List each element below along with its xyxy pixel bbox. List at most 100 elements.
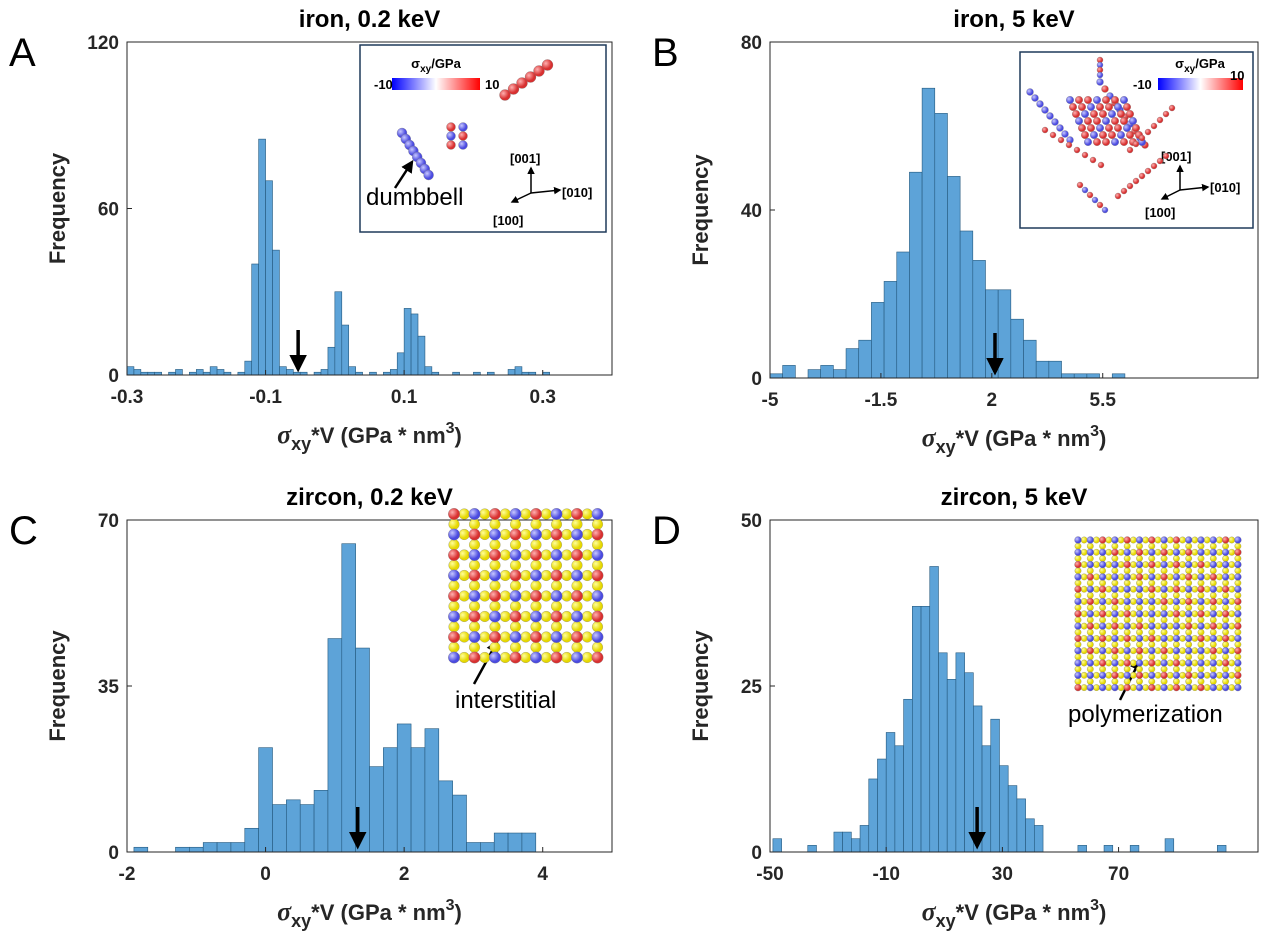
atom xyxy=(479,611,491,622)
atom xyxy=(1191,684,1199,691)
atom xyxy=(1074,610,1082,618)
atom xyxy=(1099,548,1107,556)
atom xyxy=(592,621,603,633)
atom xyxy=(510,641,521,653)
atom xyxy=(1086,678,1094,685)
bar xyxy=(769,373,783,379)
axis-arrow xyxy=(510,192,532,203)
x-axis-label-part: xy xyxy=(291,434,311,454)
bar xyxy=(251,263,259,376)
atom xyxy=(520,631,532,643)
panel-letter: D xyxy=(652,509,681,553)
atom xyxy=(1105,598,1113,605)
bar xyxy=(209,366,218,376)
atom xyxy=(1111,542,1119,550)
atom xyxy=(1222,585,1230,593)
bar xyxy=(981,745,992,853)
bar xyxy=(858,339,872,379)
bar xyxy=(175,369,183,376)
atom xyxy=(510,518,521,530)
atom xyxy=(551,559,562,571)
atom xyxy=(1099,616,1106,624)
atom xyxy=(1041,106,1049,114)
atom xyxy=(1222,634,1230,642)
atom xyxy=(571,559,583,571)
atom xyxy=(1160,604,1168,611)
atom xyxy=(499,611,511,622)
atom xyxy=(1136,616,1143,624)
atom xyxy=(571,569,583,582)
x-tick-label: -50 xyxy=(756,864,783,885)
atom xyxy=(1135,585,1144,593)
atom xyxy=(1234,548,1242,556)
x-axis-label-part: ) xyxy=(1099,426,1106,451)
colorbar-label-part: /GPa xyxy=(1195,56,1225,71)
atom xyxy=(1093,671,1100,679)
atom xyxy=(1080,536,1088,544)
atom xyxy=(1117,635,1125,642)
atom xyxy=(530,641,542,653)
bar xyxy=(1035,360,1050,379)
atom xyxy=(1065,141,1073,149)
atom xyxy=(1191,635,1199,642)
atom xyxy=(1117,131,1125,139)
atom xyxy=(1148,659,1156,667)
atom xyxy=(1197,573,1205,581)
atom xyxy=(1108,131,1116,139)
atom xyxy=(1111,616,1119,624)
atom xyxy=(1209,610,1217,618)
atom xyxy=(1172,634,1180,642)
atom xyxy=(1216,536,1223,544)
bar xyxy=(938,652,948,853)
atom xyxy=(1099,678,1106,685)
atom xyxy=(458,131,468,141)
x-axis-label-part: 3 xyxy=(446,420,455,437)
colorbar-tick: 10 xyxy=(1230,68,1244,83)
bar xyxy=(341,324,350,376)
atom xyxy=(571,641,583,653)
bar xyxy=(947,176,961,379)
atom xyxy=(1234,536,1242,544)
atom xyxy=(1209,567,1217,575)
atom xyxy=(571,651,583,664)
direction-label: [001] xyxy=(510,151,540,166)
atom xyxy=(1093,96,1101,104)
atom xyxy=(1078,103,1086,111)
atom xyxy=(1105,610,1113,618)
atom xyxy=(561,529,573,540)
bar xyxy=(389,369,398,376)
atom xyxy=(1160,684,1168,692)
atom xyxy=(1209,659,1217,667)
atom xyxy=(1111,647,1119,655)
atom xyxy=(1080,622,1088,630)
atom xyxy=(1216,548,1223,556)
axis-arrow xyxy=(1179,183,1210,192)
bar xyxy=(1048,360,1062,379)
atom xyxy=(1074,567,1082,575)
atom xyxy=(1087,124,1095,132)
atom xyxy=(509,631,522,643)
atom xyxy=(1234,622,1242,630)
atom xyxy=(1216,635,1223,642)
y-tick-label: 80 xyxy=(741,33,762,54)
bar xyxy=(244,360,253,376)
x-tick-label: 0 xyxy=(260,864,271,885)
atom xyxy=(571,528,583,541)
atom xyxy=(1086,585,1094,593)
atom xyxy=(1099,592,1106,599)
atom xyxy=(448,549,460,561)
x-axis-label: σxy*V (GPa * nm3) xyxy=(922,423,1107,457)
atom xyxy=(1120,138,1128,146)
atom xyxy=(1086,536,1094,544)
colorbar-label: σxy/GPa xyxy=(1175,56,1225,75)
atom xyxy=(592,539,603,551)
atom xyxy=(1160,555,1168,562)
atom xyxy=(1179,561,1186,568)
atom xyxy=(448,600,460,612)
atom xyxy=(1126,131,1134,139)
atom xyxy=(1222,659,1230,667)
atom xyxy=(1111,628,1119,636)
atom xyxy=(446,140,456,150)
bar xyxy=(934,113,948,379)
direction-label: [001] xyxy=(1161,149,1191,164)
